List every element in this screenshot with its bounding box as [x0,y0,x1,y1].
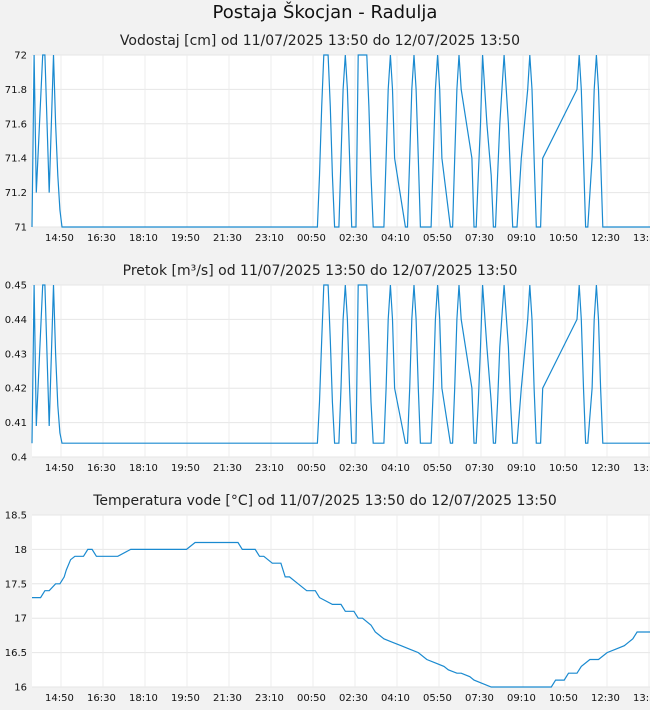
x-tick-label: 12:30 [591,463,620,474]
x-tick-label: 05:50 [423,693,452,704]
x-tick-label: 23:10 [255,463,284,474]
x-tick-label: 18:10 [129,463,158,474]
y-tick-label: 71.4 [5,154,27,165]
plot-area [32,515,650,687]
x-tick-label: 13:50 [633,463,650,474]
x-tick-label: 16:30 [87,233,116,244]
page-title: Postaja Škocjan - Radulja [212,2,438,23]
y-tick-label: 0.41 [5,418,27,429]
x-tick-label: 09:10 [507,693,536,704]
y-tick-label: 18 [14,545,27,556]
x-tick-label: 21:30 [213,693,242,704]
chart-pretok-svg: Pretok [m³/s] od 11/07/2025 13:50 do 12/… [5,263,650,474]
x-tick-label: 19:50 [171,463,200,474]
chart-vodostaj: Vodostaj [cm] od 11/07/2025 13:50 do 12/… [0,26,650,256]
x-tick-label: 23:10 [255,693,284,704]
x-ticks: 14:50 16:30 18:10 19:50 21:30 23:10 00:50 02:30… [45,233,650,244]
x-tick-label: 02:30 [339,463,368,474]
y-tick-label: 72 [14,51,27,62]
x-tick-label: 04:10 [381,463,410,474]
chart-title: Pretok [m³/s] od 11/07/2025 13:50 do 12/… [123,263,518,279]
y-tick-label: 0.45 [5,281,27,292]
x-tick-label: 10:50 [549,233,578,244]
y-tick-label: 0.42 [5,384,27,395]
x-tick-label: 02:30 [339,693,368,704]
x-tick-label: 19:50 [171,233,200,244]
x-tick-label: 13:50 [633,233,650,244]
y-tick-label: 71 [14,223,27,234]
x-tick-label: 16:30 [87,463,116,474]
x-ticks: 14:50 16:30 18:10 19:50 21:30 23:10 00:50 02:30… [45,463,650,474]
x-tick-label: 14:50 [45,693,74,704]
x-tick-label: 21:30 [213,233,242,244]
x-tick-label: 00:50 [297,693,326,704]
y-tick-label: 18.5 [5,511,27,522]
x-tick-label: 21:30 [213,463,242,474]
series-line [31,54,650,228]
x-tick-label: 02:30 [339,233,368,244]
chart-vodostaj-svg: Vodostaj [cm] od 11/07/2025 13:50 do 12/… [5,33,650,244]
x-tick-label: 00:50 [297,463,326,474]
y-tick-label: 0.44 [5,315,27,326]
chart-title: Temperatura vode [°C] od 11/07/2025 13:5… [92,493,557,509]
y-ticks: 16 16.5 17 17.5 18 18.5 [5,511,27,694]
y-tick-label: 17.5 [5,579,27,590]
grid [32,514,650,688]
y-ticks: 71 71.2 71.4 71.6 71.8 72 [5,51,27,234]
x-tick-label: 23:10 [255,233,284,244]
y-tick-label: 0.43 [5,349,27,360]
x-tick-label: 12:30 [591,693,620,704]
y-tick-label: 71.2 [5,188,27,199]
x-tick-label: 05:50 [423,233,452,244]
x-ticks: 14:50 16:30 18:10 19:50 21:30 23:10 00:50 02:30… [45,693,650,704]
y-tick-label: 16.5 [5,648,27,659]
y-tick-label: 71.6 [5,119,27,130]
y-ticks: 0.4 0.41 0.42 0.43 0.44 0.45 [5,281,27,464]
x-tick-label: 19:50 [171,693,200,704]
x-tick-label: 07:30 [465,233,494,244]
x-tick-label: 05:50 [423,463,452,474]
y-tick-label: 16 [14,683,27,694]
chart-temperatura: Temperatura vode [°C] od 11/07/2025 13:5… [0,486,650,710]
chart-pretok: Pretok [m³/s] od 11/07/2025 13:50 do 12/… [0,256,650,486]
y-tick-label: 71.8 [5,85,27,96]
x-tick-label: 16:30 [87,693,116,704]
x-tick-label: 10:50 [549,693,578,704]
x-tick-label: 07:30 [465,463,494,474]
x-tick-label: 10:50 [549,463,578,474]
x-tick-label: 04:10 [381,233,410,244]
x-tick-label: 00:50 [297,233,326,244]
x-tick-label: 13:50 [633,693,650,704]
x-tick-label: 14:50 [45,233,74,244]
series-line [31,284,650,444]
x-tick-label: 14:50 [45,463,74,474]
x-tick-label: 04:10 [381,693,410,704]
x-tick-label: 07:30 [465,693,494,704]
x-tick-label: 09:10 [507,463,536,474]
x-tick-label: 12:30 [591,233,620,244]
x-tick-label: 09:10 [507,233,536,244]
x-tick-label: 18:10 [129,233,158,244]
x-tick-label: 18:10 [129,693,158,704]
y-tick-label: 17 [14,614,27,625]
chart-temperatura-svg: Temperatura vode [°C] od 11/07/2025 13:5… [5,493,650,704]
chart-title: Vodostaj [cm] od 11/07/2025 13:50 do 12/… [120,33,520,49]
y-tick-label: 0.4 [11,453,27,464]
series-line [32,541,650,688]
